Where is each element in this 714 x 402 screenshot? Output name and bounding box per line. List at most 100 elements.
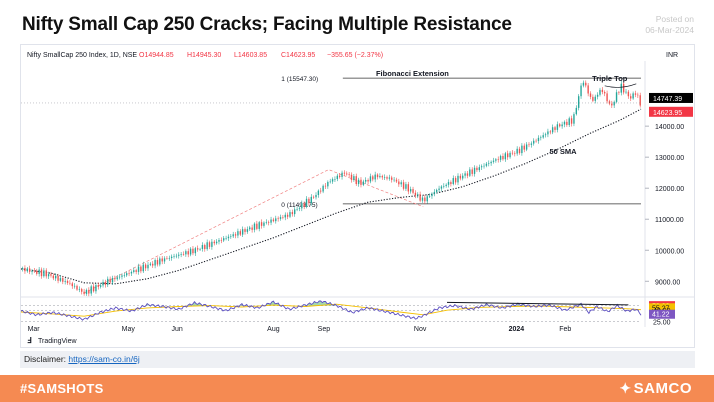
candle-body [492,160,495,162]
candle-body [175,255,178,257]
chart-frame[interactable]: Nifty SmallCap 250 Index, 1D, NSE O14944… [20,44,695,348]
candle-body [144,264,147,269]
candle-body [40,269,43,277]
candle-body [400,182,402,185]
candle-body [213,241,215,244]
candle-body [227,236,230,239]
candle-body [388,177,391,179]
candle-body [133,270,135,272]
candle-body [237,231,239,236]
candle-body [121,275,123,277]
candle-body [379,176,381,178]
candle-body [107,278,109,285]
candle-body [386,177,388,179]
candle-body [462,175,464,179]
candle-body [398,181,400,185]
candle-body [81,289,83,292]
candle-body [480,166,483,168]
candle-body [469,169,471,176]
candle-body [604,92,606,94]
candle-body [533,140,535,144]
samco-icon: ✦ [619,380,632,396]
candle-body [409,189,412,192]
triple-top-label: Triple Top [592,74,628,83]
candle-body [265,222,268,223]
candle-body [563,121,566,125]
candle-body [405,184,407,189]
hashtag-label: #SAMSHOTS [20,381,104,396]
candle-body [443,185,445,187]
candle-body [31,270,33,272]
candle-body [473,167,476,174]
candle-body [639,95,641,106]
candle-body [147,264,149,269]
x-axis-label: 2024 [509,326,525,333]
candle-body [47,274,50,277]
candle-body [83,291,85,294]
posted-label: Posted on [655,14,694,24]
candle-body [125,273,128,276]
candle-body [556,124,559,130]
candle-body [412,189,414,193]
brand-logo: ✦ SAMCO [619,380,692,397]
candle-body [587,85,589,94]
candle-body [488,163,490,164]
candle-body [270,219,272,223]
candle-body [239,231,241,235]
candle-body [66,280,69,283]
candle-body [109,278,111,283]
candle-body [43,270,45,277]
candle-body [215,241,218,244]
candle-body [334,179,336,180]
candle-body [424,197,426,202]
candle-body [506,153,509,158]
candle-body [90,286,92,294]
price-axis-label: 10000.00 [655,248,684,255]
candle-body [561,124,563,127]
candle-body [102,281,104,286]
price-chart[interactable]: Nifty SmallCap 250 Index, 1D, NSE O14944… [21,45,695,348]
candle-body [230,236,232,237]
candle-body [95,285,97,292]
footer-banner: #SAMSHOTS ✦ SAMCO [0,375,714,402]
candle-body [211,241,213,247]
x-axis-label: Mar [28,326,41,333]
candle-body [33,270,36,272]
candle-body [570,118,573,124]
candle-body [504,153,507,160]
candle-body [594,96,596,101]
candle-body [544,134,547,136]
candle-body [438,188,440,190]
candle-body [419,194,421,201]
x-axis-label: Aug [267,326,280,333]
fib-0-label: 0 (11493.75) [281,202,317,209]
triple-top-arc [604,83,637,88]
candle-body [338,175,341,177]
candle-body [523,145,525,150]
candle-body [329,181,331,183]
candle-body [71,283,73,287]
candle-body [194,248,197,254]
candle-body [577,96,580,108]
candle-body [341,172,343,177]
candle-body [440,186,443,189]
sma-label: 50 SMA [549,147,577,156]
candle-body [376,174,379,178]
candle-body [478,167,480,171]
candle-body [137,266,140,272]
candle-body [92,286,95,292]
candle-body [218,239,220,242]
candle-body [315,195,317,198]
candle-body [582,82,585,86]
candle-body [182,254,185,255]
candle-body [50,274,52,276]
candle-body [431,193,433,197]
candle-body [305,198,308,207]
candle-body [327,182,329,187]
page-title: Nifty Small Cap 250 Cracks; Facing Multi… [22,14,512,35]
candle-body [111,278,114,283]
candle-body [199,248,201,250]
candle-body [185,251,187,255]
candle-body [308,198,310,204]
disclaimer-link[interactable]: https://sam-co.in/6j [68,354,140,364]
